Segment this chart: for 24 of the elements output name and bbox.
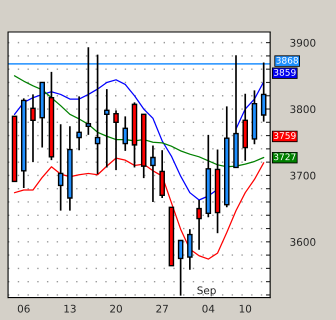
text: 3759 [274, 132, 296, 139]
x-tick-label: 04 [202, 304, 214, 313]
candlestick [58, 123, 64, 212]
x-tick-label: 20 [110, 304, 122, 313]
y-tick-label: 3800 [290, 105, 316, 114]
line-series [14, 75, 264, 168]
candlestick [187, 228, 193, 271]
candlestick [76, 96, 82, 152]
y-tick-label: 3600 [290, 238, 316, 246]
x-tick-label: 06 [18, 304, 30, 313]
y-tick-label: 3700 [290, 172, 316, 180]
candlestick [196, 199, 202, 251]
ref-line-label: 3868 [276, 56, 298, 64]
candlestick [150, 144, 156, 203]
annotation: Sep [197, 286, 216, 296]
x-tick-label: 13 [64, 304, 76, 313]
x-tick-label: 27 [156, 304, 168, 312]
y-tick-label: 3900 [290, 38, 316, 47]
text: 3859 [274, 68, 296, 76]
candlestick [30, 94, 36, 163]
candlestick [104, 88, 110, 168]
text: 3727 [274, 153, 296, 160]
x-tick-label: 10 [240, 304, 252, 313]
candlestick [122, 115, 128, 152]
